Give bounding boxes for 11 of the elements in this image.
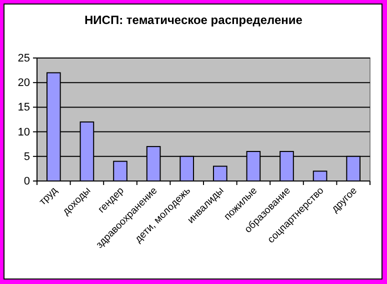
bar	[113, 160, 128, 182]
chart-title: НИСП: тематическое распределение	[84, 13, 303, 27]
y-tick-label: 25	[18, 52, 30, 65]
y-tick-label: 15	[18, 102, 30, 114]
bar	[212, 166, 228, 182]
y-tick-label: 20	[18, 77, 30, 90]
y-tick-label: 0	[24, 176, 30, 188]
y-tick-label: 5	[24, 150, 30, 163]
y-tick-label: 10	[18, 126, 30, 138]
x-tick-label: труд	[37, 185, 60, 208]
bar	[312, 170, 328, 182]
